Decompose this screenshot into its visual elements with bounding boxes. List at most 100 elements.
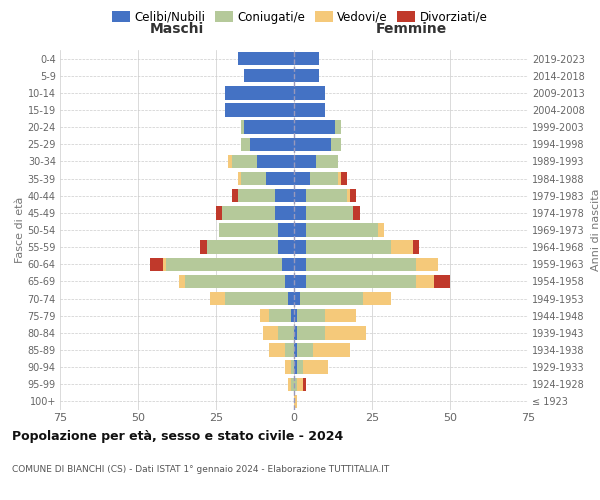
Bar bbox=[434, 274, 450, 288]
Bar bbox=[294, 104, 325, 117]
Bar bbox=[341, 172, 347, 186]
Bar bbox=[294, 360, 297, 374]
Bar bbox=[294, 258, 307, 271]
Bar bbox=[307, 206, 353, 220]
Bar bbox=[307, 258, 416, 271]
Bar bbox=[350, 189, 356, 202]
Bar bbox=[416, 274, 434, 288]
Bar bbox=[316, 154, 338, 168]
Bar bbox=[362, 292, 391, 306]
Bar bbox=[269, 344, 284, 356]
Bar bbox=[294, 69, 319, 82]
Bar bbox=[210, 292, 226, 306]
Bar bbox=[244, 69, 294, 82]
Text: Maschi: Maschi bbox=[150, 22, 204, 36]
Bar bbox=[226, 104, 294, 117]
Bar bbox=[300, 292, 362, 306]
Text: Popolazione per età, sesso e stato civile - 2024: Popolazione per età, sesso e stato civil… bbox=[12, 430, 343, 443]
Text: COMUNE DI BIANCHI (CS) - Dati ISTAT 1° gennaio 2024 - Elaborazione TUTTITALIA.IT: COMUNE DI BIANCHI (CS) - Dati ISTAT 1° g… bbox=[12, 465, 389, 474]
Bar bbox=[307, 240, 391, 254]
Bar bbox=[257, 154, 294, 168]
Bar bbox=[278, 240, 294, 254]
Bar bbox=[294, 274, 307, 288]
Bar bbox=[291, 309, 294, 322]
Bar bbox=[291, 360, 294, 374]
Bar bbox=[338, 172, 341, 186]
Bar bbox=[294, 189, 307, 202]
Bar bbox=[238, 189, 275, 202]
Bar bbox=[297, 378, 304, 391]
Bar bbox=[238, 52, 294, 66]
Bar bbox=[275, 189, 294, 202]
Bar bbox=[232, 154, 257, 168]
Bar bbox=[294, 394, 297, 408]
Bar bbox=[378, 224, 385, 236]
Bar bbox=[241, 120, 244, 134]
Bar bbox=[151, 258, 163, 271]
Bar bbox=[413, 240, 419, 254]
Bar bbox=[266, 172, 294, 186]
Bar bbox=[260, 309, 269, 322]
Bar bbox=[284, 344, 294, 356]
Bar bbox=[185, 274, 284, 288]
Bar bbox=[297, 309, 325, 322]
Bar bbox=[294, 206, 307, 220]
Y-axis label: Fasce di età: Fasce di età bbox=[14, 197, 25, 263]
Bar bbox=[307, 224, 378, 236]
Bar bbox=[347, 189, 350, 202]
Text: Femmine: Femmine bbox=[376, 22, 446, 36]
Bar bbox=[288, 378, 291, 391]
Bar bbox=[294, 138, 331, 151]
Bar bbox=[284, 274, 294, 288]
Bar bbox=[226, 292, 288, 306]
Bar bbox=[313, 344, 350, 356]
Bar bbox=[297, 360, 304, 374]
Bar bbox=[294, 240, 307, 254]
Bar bbox=[163, 258, 166, 271]
Bar bbox=[325, 309, 356, 322]
Bar bbox=[166, 258, 281, 271]
Bar bbox=[179, 274, 185, 288]
Bar bbox=[297, 344, 313, 356]
Bar bbox=[241, 172, 266, 186]
Bar bbox=[416, 258, 437, 271]
Bar bbox=[284, 360, 291, 374]
Bar bbox=[281, 258, 294, 271]
Y-axis label: Anni di nascita: Anni di nascita bbox=[590, 188, 600, 271]
Bar bbox=[304, 360, 328, 374]
Bar bbox=[297, 326, 325, 340]
Bar bbox=[269, 309, 291, 322]
Bar bbox=[353, 206, 359, 220]
Bar bbox=[229, 154, 232, 168]
Bar bbox=[219, 224, 278, 236]
Bar bbox=[294, 224, 307, 236]
Bar bbox=[241, 138, 250, 151]
Bar bbox=[294, 292, 300, 306]
Legend: Celibi/Nubili, Coniugati/e, Vedovi/e, Divorziati/e: Celibi/Nubili, Coniugati/e, Vedovi/e, Di… bbox=[107, 6, 493, 28]
Bar bbox=[294, 344, 297, 356]
Bar bbox=[325, 326, 366, 340]
Bar bbox=[278, 224, 294, 236]
Bar bbox=[291, 378, 294, 391]
Bar bbox=[331, 138, 341, 151]
Bar bbox=[222, 206, 275, 220]
Bar bbox=[244, 120, 294, 134]
Bar bbox=[200, 240, 206, 254]
Bar bbox=[232, 189, 238, 202]
Bar bbox=[250, 138, 294, 151]
Bar bbox=[294, 378, 297, 391]
Bar bbox=[263, 326, 278, 340]
Bar bbox=[238, 172, 241, 186]
Bar bbox=[307, 274, 416, 288]
Bar bbox=[294, 172, 310, 186]
Bar bbox=[216, 206, 222, 220]
Bar bbox=[310, 172, 338, 186]
Bar bbox=[294, 120, 335, 134]
Bar bbox=[294, 52, 319, 66]
Bar bbox=[226, 86, 294, 100]
Bar bbox=[335, 120, 341, 134]
Bar bbox=[391, 240, 413, 254]
Bar bbox=[294, 86, 325, 100]
Bar bbox=[275, 206, 294, 220]
Bar bbox=[278, 326, 294, 340]
